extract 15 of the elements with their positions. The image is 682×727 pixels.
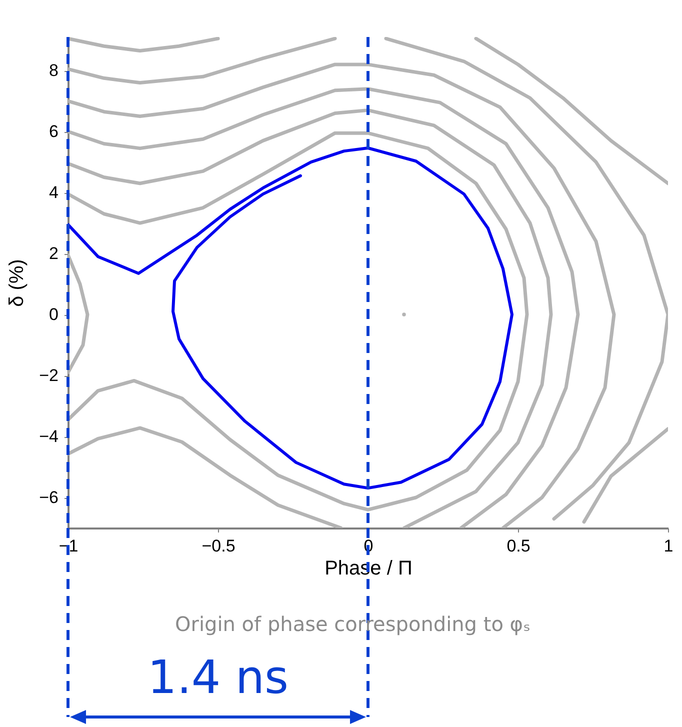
x-tick-label: −0.5	[202, 536, 236, 556]
y-tick-label: −4	[39, 427, 58, 446]
y-tick-label: 4	[49, 183, 58, 202]
y-axis-title: δ (%)	[6, 259, 28, 307]
x-tick-label: 1	[664, 536, 674, 556]
y-tick-label: 8	[49, 61, 58, 80]
text: 1.4 ns	[148, 650, 288, 704]
y-tick-label: 0	[49, 305, 58, 324]
text: Origin of phase corresponding to φₛ	[175, 612, 530, 636]
y-tick-label: −6	[39, 488, 58, 508]
x-axis-title: Phase / Π	[324, 558, 412, 580]
y-tick-label: 6	[49, 122, 58, 142]
y-tick-label: −2	[39, 366, 58, 386]
y-tick-label: 2	[49, 244, 58, 264]
x-tick-label: 0.5	[506, 536, 530, 556]
